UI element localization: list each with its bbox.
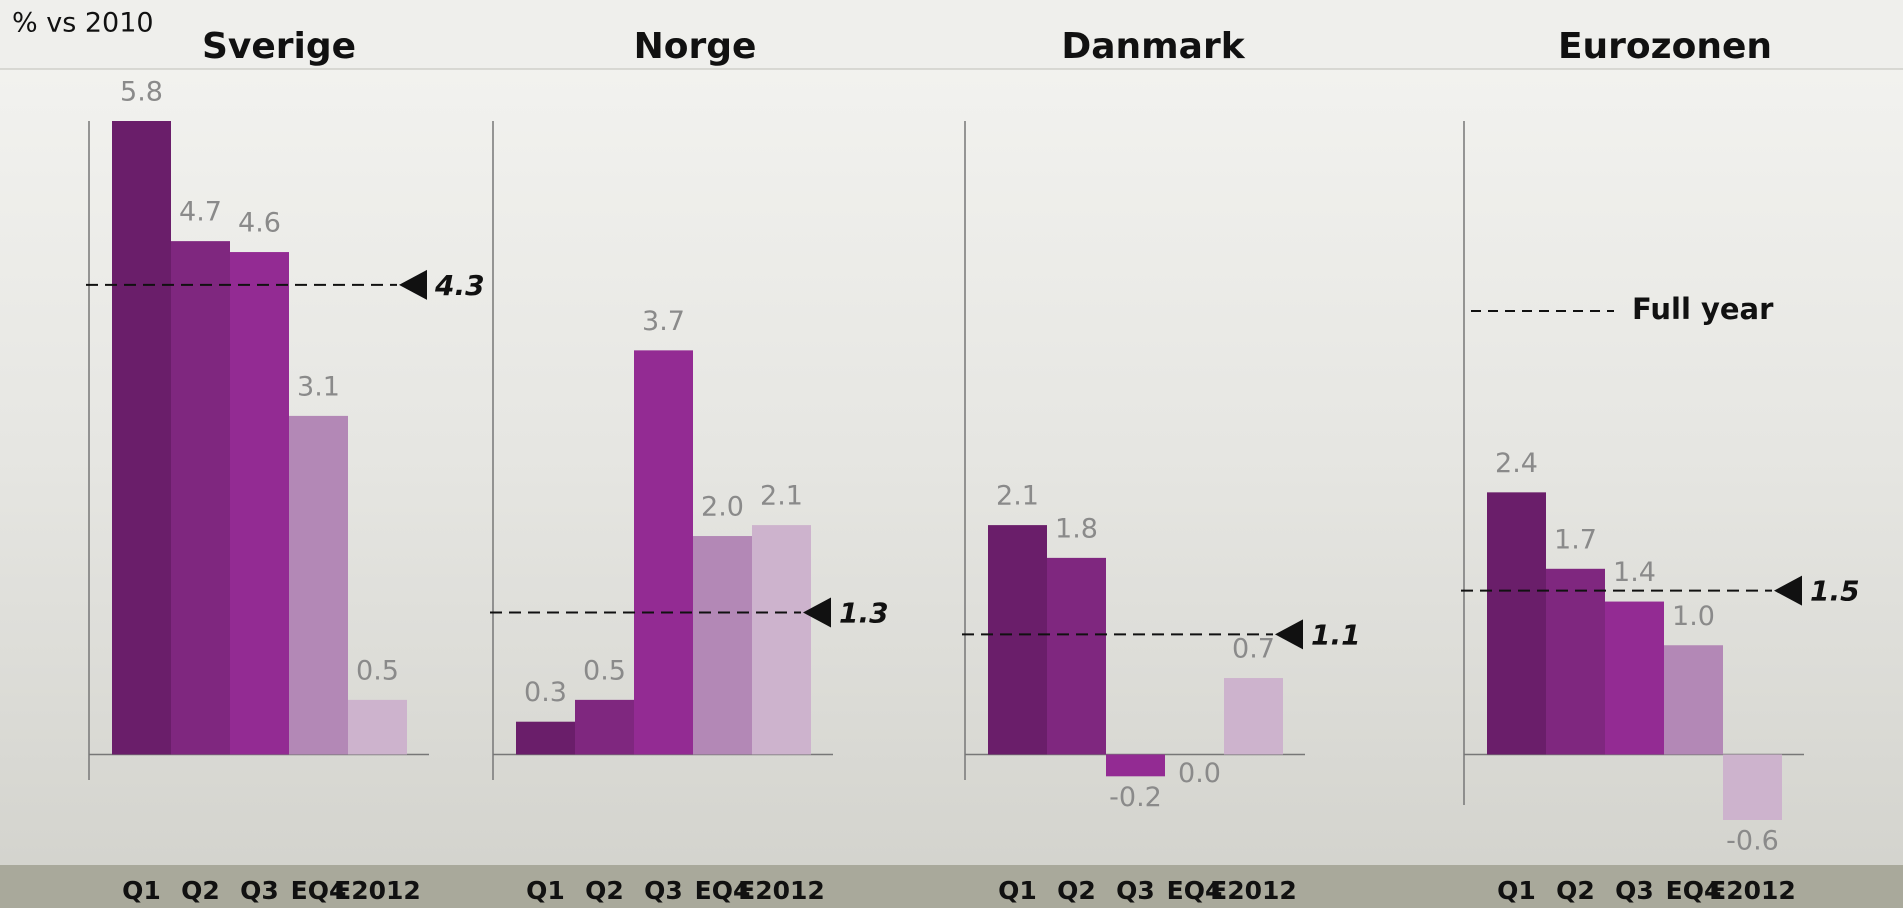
value-label: 4.7 [179, 197, 222, 228]
bar [1106, 754, 1165, 776]
value-label: -0.6 [1726, 826, 1779, 857]
value-label: -0.2 [1109, 782, 1162, 813]
full-year-label: 4.3 [434, 269, 485, 302]
x-tick-label: Q2 [585, 876, 624, 905]
bar [1487, 492, 1546, 754]
x-tick-label: Q3 [644, 876, 683, 905]
x-tick-label: E2012 [738, 876, 825, 905]
legend-label: Full year [1632, 292, 1774, 326]
bar [230, 252, 289, 754]
value-label: 1.0 [1672, 601, 1715, 632]
bar [575, 700, 634, 755]
unit-label: % vs 2010 [12, 8, 154, 39]
value-label: 1.8 [1055, 513, 1098, 544]
value-label: 0.5 [583, 655, 626, 686]
x-tick-label: Q3 [1116, 876, 1155, 905]
bar [1664, 645, 1723, 754]
bar [693, 536, 752, 754]
chart-title: Danmark [1061, 26, 1245, 67]
x-tick-label: Q1 [122, 876, 161, 905]
x-tick-label: E2012 [1210, 876, 1297, 905]
value-label: 0.0 [1178, 758, 1221, 789]
value-label: 2.0 [701, 492, 744, 523]
bar [1224, 678, 1283, 754]
chart-title: Eurozonen [1558, 26, 1772, 67]
value-label: 3.1 [297, 371, 340, 402]
x-tick-label: E2012 [334, 876, 421, 905]
value-label: 0.5 [356, 655, 399, 686]
full-year-label: 1.3 [839, 596, 889, 629]
x-tick-label: Q2 [181, 876, 220, 905]
x-tick-label: Q1 [526, 876, 565, 905]
full-year-label: 1.1 [1311, 618, 1361, 651]
bar [348, 700, 407, 755]
bar [634, 350, 693, 754]
bar [1723, 754, 1782, 820]
x-tick-label: Q3 [1615, 876, 1654, 905]
bar [752, 525, 811, 754]
value-label: 5.8 [120, 77, 163, 108]
value-label: 0.3 [524, 677, 567, 708]
bar [1605, 602, 1664, 755]
full-year-label: 1.5 [1810, 575, 1860, 608]
bar [1047, 558, 1106, 755]
value-label: 2.1 [760, 481, 803, 512]
value-label: 0.7 [1232, 634, 1275, 665]
bar [988, 525, 1047, 754]
value-label: 3.7 [642, 306, 685, 337]
bar [171, 241, 230, 754]
bar [289, 416, 348, 755]
x-tick-label: Q1 [1497, 876, 1536, 905]
value-label: 2.4 [1495, 448, 1538, 479]
x-tick-label: Q2 [1556, 876, 1595, 905]
bar [1546, 569, 1605, 755]
bar [516, 722, 575, 755]
bar [112, 121, 171, 754]
value-label: 4.6 [238, 208, 281, 239]
chart: % vs 2010 Full year Sverige 5.8 Q1 4.7 Q2 4.6… [0, 0, 1903, 908]
x-tick-label: Q1 [998, 876, 1037, 905]
x-tick-label: Q3 [240, 876, 279, 905]
value-label: 1.4 [1613, 557, 1656, 588]
x-tick-label: E2012 [1709, 876, 1796, 905]
chart-title: Sverige [202, 26, 356, 67]
value-label: 1.7 [1554, 524, 1597, 555]
x-tick-label: Q2 [1057, 876, 1096, 905]
chart-title: Norge [634, 26, 757, 67]
value-label: 2.1 [996, 481, 1039, 512]
